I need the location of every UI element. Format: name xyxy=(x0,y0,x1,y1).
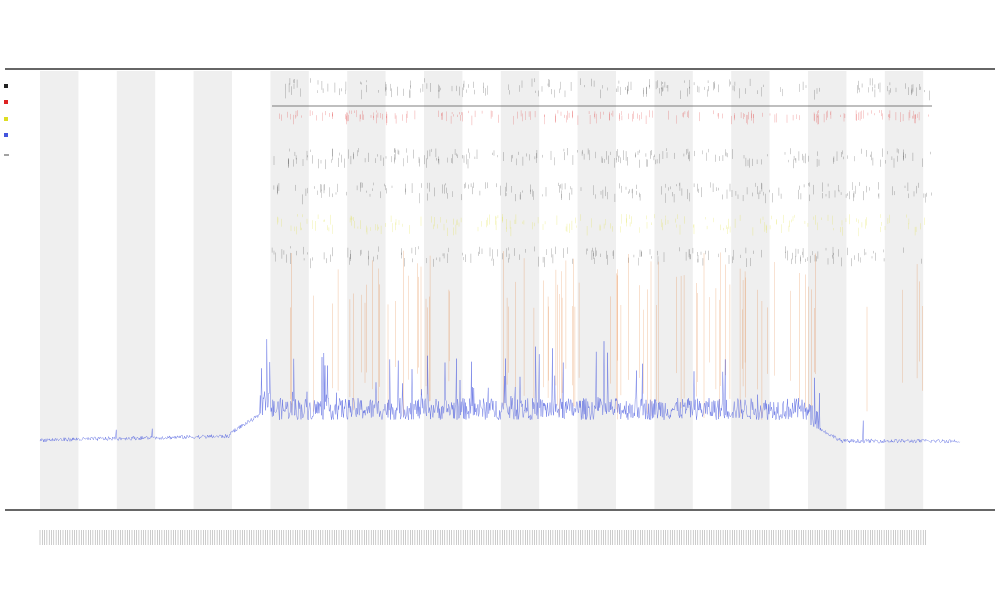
spike-lines xyxy=(290,250,923,420)
legend-swatch-2 xyxy=(4,100,8,104)
shaded-band xyxy=(808,71,847,509)
event-strips xyxy=(271,78,932,269)
shaded-band xyxy=(424,71,463,509)
shaded-band xyxy=(577,71,616,509)
shaded-band xyxy=(40,71,79,509)
legend-swatch-3 xyxy=(4,117,8,121)
legend xyxy=(4,84,9,156)
legend-swatch-4 xyxy=(4,133,8,137)
legend-swatch-1 xyxy=(4,84,8,88)
shaded-band xyxy=(270,71,309,509)
shaded-bands xyxy=(40,71,924,509)
shaded-band xyxy=(500,71,540,509)
shaded-band xyxy=(884,71,924,509)
series-trace xyxy=(39,339,960,444)
x-tick-labels xyxy=(39,530,926,545)
shaded-band xyxy=(654,71,693,509)
shaded-band xyxy=(731,71,770,509)
shaded-band xyxy=(193,71,232,509)
shaded-band xyxy=(116,71,156,509)
